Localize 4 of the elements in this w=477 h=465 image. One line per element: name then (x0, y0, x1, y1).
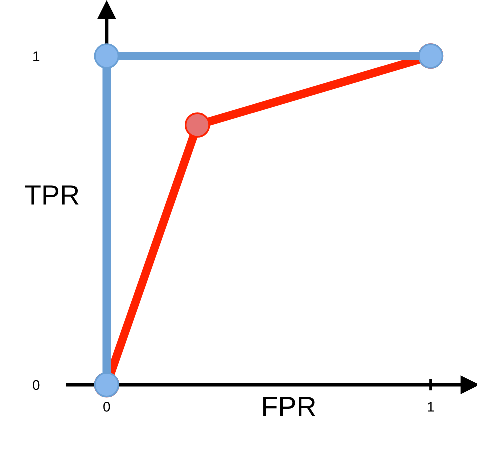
x-axis-title: FPR (264, 397, 316, 416)
point (185, 112, 210, 138)
y-axis-title: TPR (25, 186, 79, 205)
point (94, 44, 120, 69)
